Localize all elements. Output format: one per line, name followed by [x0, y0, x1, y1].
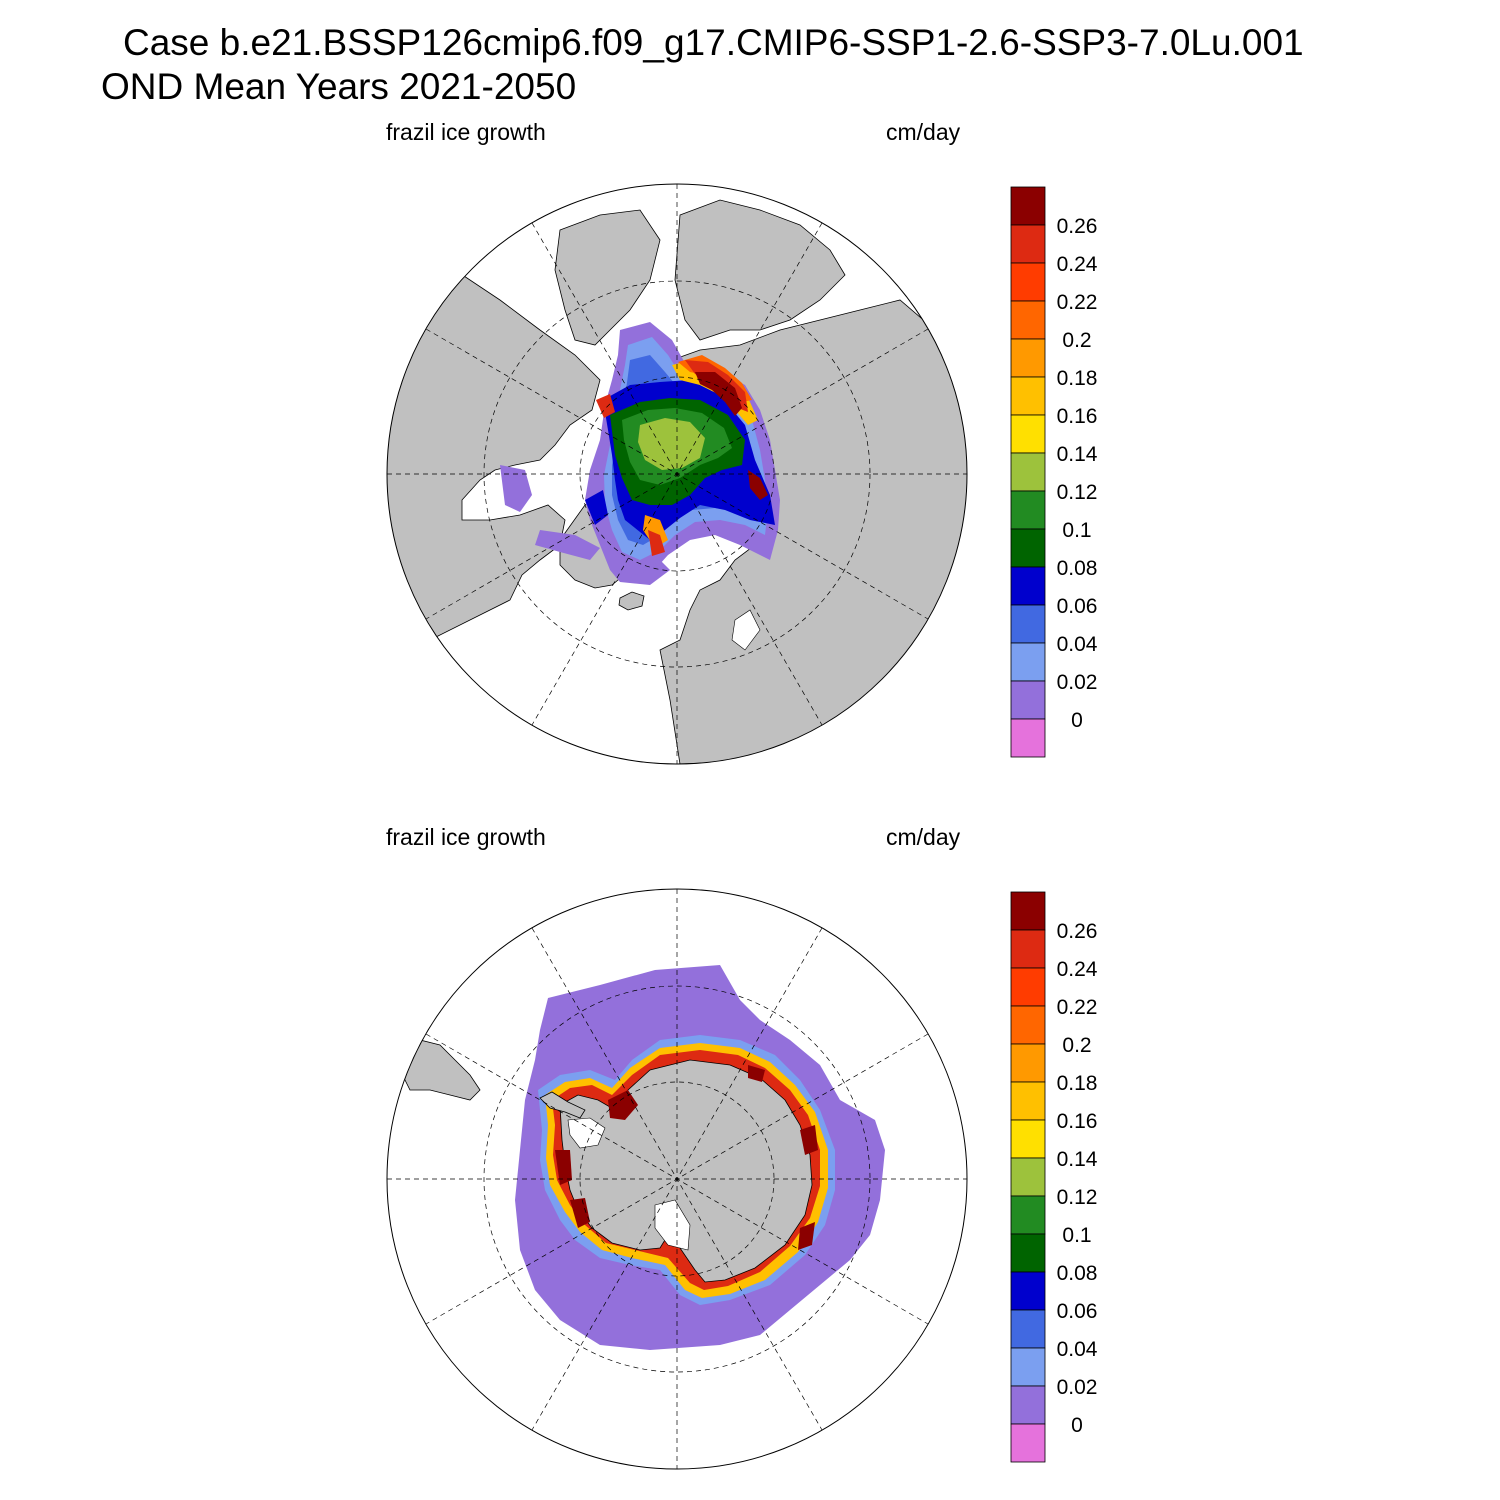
south-colorbar-box [1010, 967, 1046, 1007]
north-colorbar-tick-label: 0.06 [1057, 595, 1098, 618]
south-colorbar-box [1010, 1271, 1046, 1311]
north-land-iceland [618, 591, 645, 611]
north-colorbar-tick-label: 0 [1071, 709, 1083, 732]
north-colorbar-tick-label: 0.02 [1057, 671, 1098, 694]
north-colorbar-tick-label: 0.14 [1057, 443, 1098, 466]
south-colorbar-box [1010, 1119, 1046, 1159]
figure-title-period: OND Mean Years 2021-2050 [101, 66, 577, 107]
north-colorbar-tick-label: 0.22 [1057, 291, 1098, 314]
north-colorbar-tick-label: 0.16 [1057, 405, 1098, 428]
south-land-south-america [399, 1039, 481, 1101]
south-colorbar-tick-label: 0.02 [1057, 1376, 1098, 1399]
south-colorbar-tick-label: 0.26 [1057, 920, 1098, 943]
south-polar-map [386, 888, 968, 1470]
north-land-alaska [554, 209, 661, 346]
south-colorbar-box [1010, 1385, 1046, 1425]
north-variable-label: frazil ice growth [386, 119, 546, 145]
south-ice-shelf-ross [654, 1199, 691, 1251]
south-colorbar-tick-label: 0.08 [1057, 1262, 1098, 1285]
north-colorbar-box [1010, 262, 1046, 302]
south-colorbar-tick-label: 0.04 [1057, 1338, 1098, 1361]
south-colorbar-box [1010, 929, 1046, 969]
north-colorbar-tick-label: 0.2 [1062, 329, 1091, 352]
south-colorbar-tick-label: 0.06 [1057, 1300, 1098, 1323]
south-variable-label: frazil ice growth [386, 824, 546, 850]
south-colorbar-tick-label: 0.18 [1057, 1072, 1098, 1095]
north-polar-map [386, 183, 968, 765]
south-colorbar-tick-label: 0.12 [1057, 1186, 1098, 1209]
south-colorbar-tick-label: 0.2 [1062, 1034, 1091, 1057]
south-colorbar-tick-label: 0.14 [1057, 1148, 1098, 1171]
south-colorbar-box [1010, 1309, 1046, 1349]
north-colorbar-box [1010, 224, 1046, 264]
north-colorbar-box [1010, 566, 1046, 606]
south-colorbar-box [1010, 891, 1046, 931]
north-colorbar-box [1010, 642, 1046, 682]
south-land-antarctic-peninsula [539, 1091, 586, 1119]
north-colorbar-box [1010, 452, 1046, 492]
south-colorbar-box [1010, 1233, 1046, 1273]
figure-title-case: Case b.e21.BSSP126cmip6.f09_g17.CMIP6-SS… [123, 22, 1304, 63]
north-colorbar-box [1010, 300, 1046, 340]
north-graticule [387, 184, 967, 764]
north-colorbar-tick-label: 0.08 [1057, 557, 1098, 580]
south-colorbar-tick-label: 0.16 [1057, 1110, 1098, 1133]
north-colorbar-box [1010, 718, 1046, 758]
north-colorbar: 0.26 0.24 0.22 0.2 0.18 0.16 0.14 0.12 0.1 0.08 0.… [1010, 186, 1098, 758]
south-colorbar-tick-label: 0.1 [1062, 1224, 1091, 1247]
north-colorbar-box [1010, 528, 1046, 568]
north-frazil-field [500, 322, 780, 585]
south-graticule [387, 889, 967, 1469]
north-colorbar-tick-label: 0.1 [1062, 519, 1091, 542]
north-colorbar-tick-label: 0.18 [1057, 367, 1098, 390]
south-colorbar-box [1010, 1195, 1046, 1235]
south-colorbar: 0.26 0.24 0.22 0.2 0.18 0.16 0.14 0.12 0.1 0.08 0.… [1010, 891, 1098, 1463]
north-colorbar-box [1010, 604, 1046, 644]
north-colorbar-tick-label: 0.12 [1057, 481, 1098, 504]
north-colorbar-box [1010, 490, 1046, 530]
north-colorbar-box [1010, 414, 1046, 454]
north-colorbar-tick-label: 0.04 [1057, 633, 1098, 656]
south-colorbar-box [1010, 1423, 1046, 1463]
north-colorbar-box [1010, 186, 1046, 226]
south-colorbar-tick-label: 0 [1071, 1414, 1083, 1437]
north-colorbar-box [1010, 680, 1046, 720]
north-colorbar-box [1010, 376, 1046, 416]
north-colorbar-tick-label: 0.24 [1057, 253, 1098, 276]
south-colorbar-box [1010, 1005, 1046, 1045]
south-colorbar-box [1010, 1081, 1046, 1121]
north-land-scandinavia-lake [731, 609, 761, 651]
south-colorbar-box [1010, 1043, 1046, 1083]
north-colorbar-tick-label: 0.26 [1057, 215, 1098, 238]
north-land-chukotka [674, 199, 846, 341]
south-colorbar-tick-label: 0.24 [1057, 958, 1098, 981]
south-colorbar-box [1010, 1157, 1046, 1197]
south-colorbar-tick-label: 0.22 [1057, 996, 1098, 1019]
north-units-label: cm/day [886, 119, 961, 145]
south-units-label: cm/day [886, 824, 961, 850]
south-colorbar-box [1010, 1347, 1046, 1387]
north-colorbar-box [1010, 338, 1046, 378]
